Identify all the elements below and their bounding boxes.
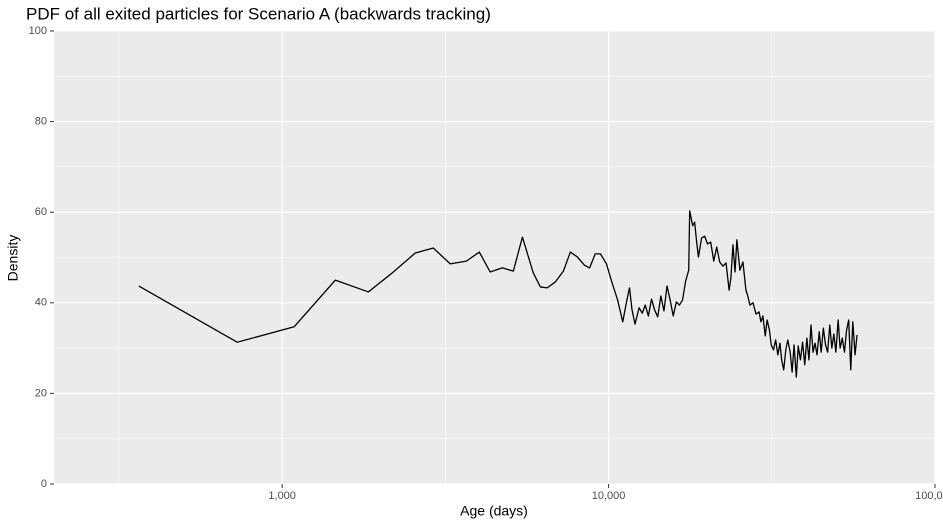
x-axis-label: Age (days) — [460, 503, 528, 519]
x-tick-label: 1,000 — [268, 490, 296, 502]
y-tick-label: 20 — [35, 387, 47, 399]
y-tick-label: 100 — [29, 25, 47, 37]
y-tick-label: 80 — [35, 116, 47, 128]
y-axis-label: Density — [5, 235, 21, 282]
x-tick-label: 10,000 — [592, 490, 626, 502]
y-tick-label: 0 — [41, 478, 47, 490]
y-tick-label: 40 — [35, 297, 47, 309]
data-line — [138, 210, 858, 378]
chart-title: PDF of all exited particles for Scenario… — [26, 4, 491, 23]
x-tick-label: 100,000 — [915, 490, 943, 502]
y-tick-label: 60 — [35, 206, 47, 218]
